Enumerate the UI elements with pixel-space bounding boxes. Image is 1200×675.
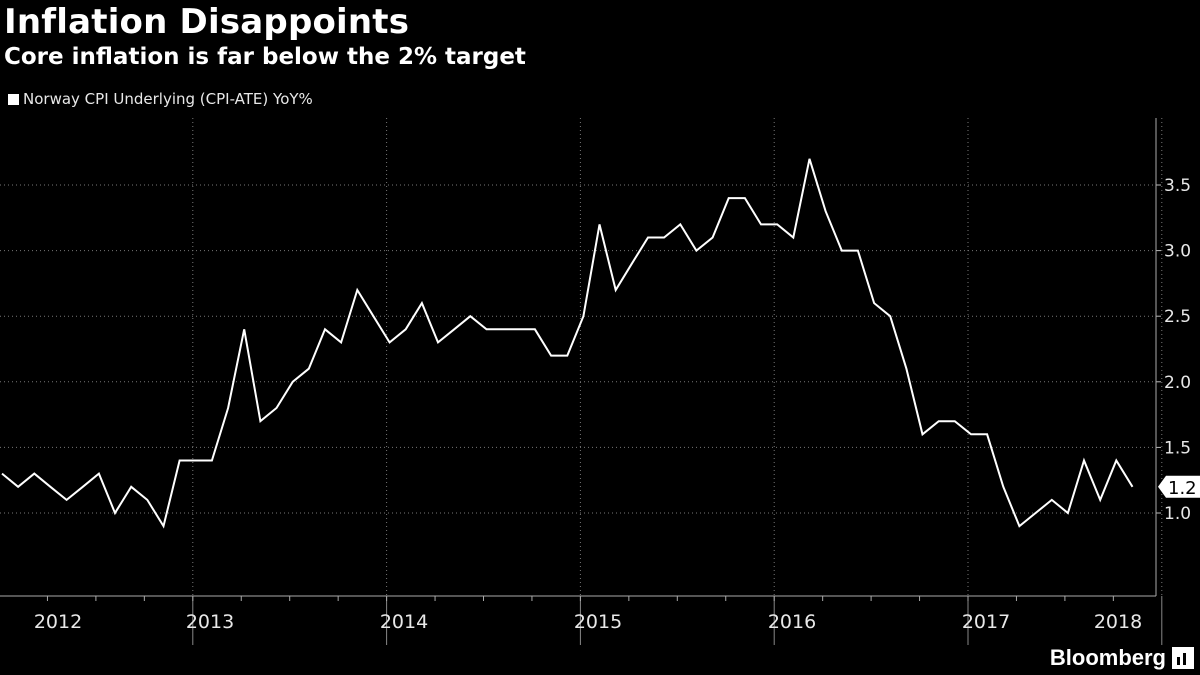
y-tick-label: 3.5	[1164, 176, 1191, 196]
y-tick-label: 1.5	[1164, 438, 1191, 458]
last-value-badge	[1158, 475, 1200, 498]
x-tick-label: 2014	[380, 611, 428, 633]
x-tick-label: 2013	[186, 611, 234, 633]
chart-title: Inflation Disappoints	[4, 2, 410, 42]
x-tick-label: 2016	[768, 611, 816, 633]
x-tick-label: 2015	[574, 611, 622, 633]
brand-name: Bloomberg	[1049, 645, 1166, 670]
legend-swatch	[8, 93, 19, 105]
x-tick-label: 2018	[1094, 611, 1142, 633]
y-tick-label: 1.0	[1164, 504, 1191, 524]
last-value-label: 1.2	[1168, 478, 1197, 499]
chart-subtitle: Core inflation is far below the 2% targe…	[4, 44, 526, 70]
legend-label: Norway CPI Underlying (CPI-ATE) YoY%	[23, 90, 313, 108]
y-tick-label: 2.5	[1164, 307, 1191, 327]
bloomberg-terminal-icon	[1172, 647, 1194, 669]
x-tick-label: 2012	[34, 611, 82, 633]
y-tick-label: 3.0	[1164, 242, 1191, 262]
series-line	[1, 158, 1134, 529]
brand-logo: Bloomberg	[1050, 645, 1194, 671]
y-tick-label: 2.0	[1164, 373, 1191, 393]
legend: Norway CPI Underlying (CPI-ATE) YoY%	[8, 90, 313, 108]
x-tick-label: 2017	[962, 611, 1010, 633]
